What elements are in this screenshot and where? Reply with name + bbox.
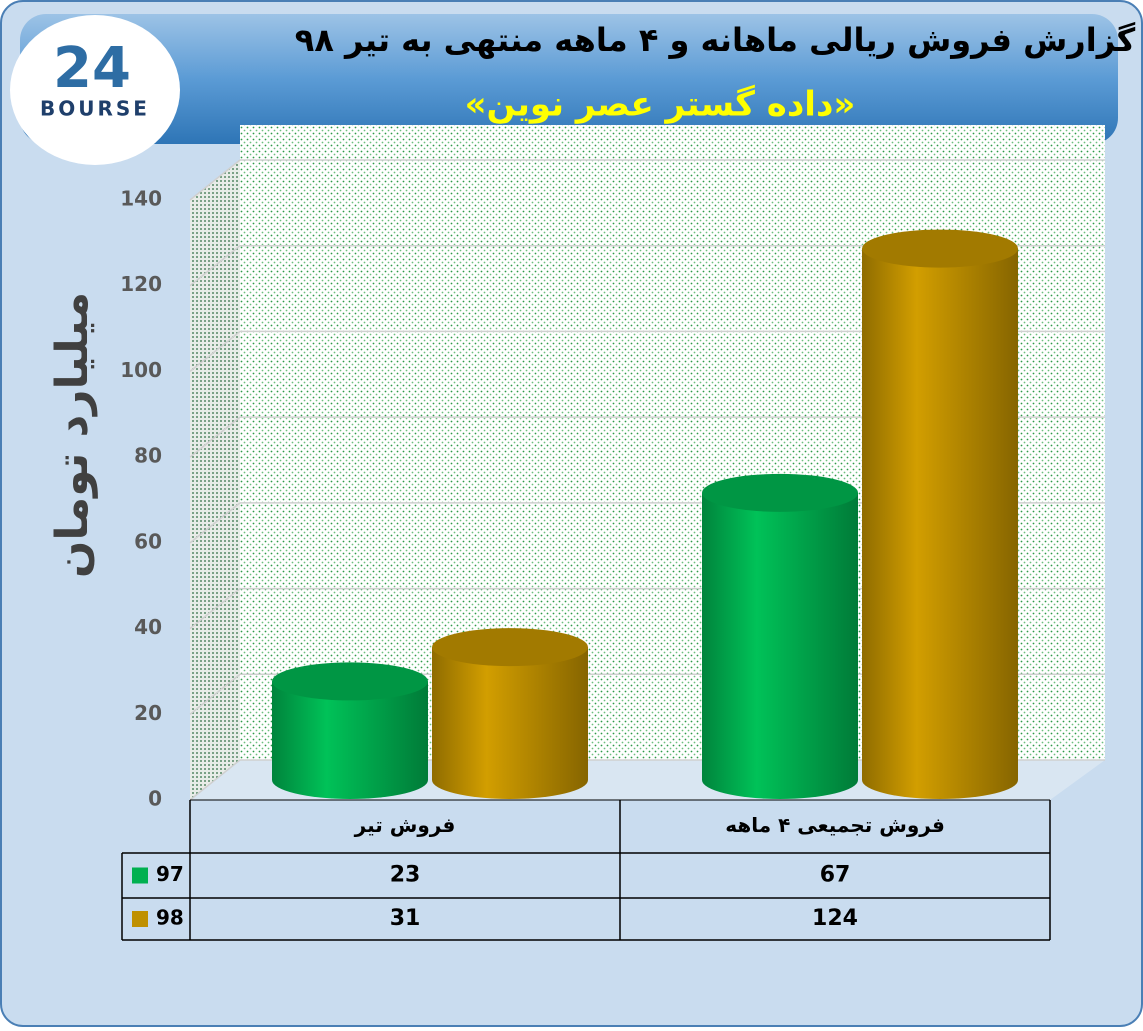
y-tick-label: 120: [120, 272, 162, 296]
table-value: 124: [812, 906, 858, 931]
grid-line-side: [189, 673, 241, 715]
logo-number: 24: [53, 36, 131, 101]
logo-name: BOURSE: [40, 97, 150, 121]
legend-swatch: [132, 867, 148, 884]
chart-title: گزارش فروش ریالی ماهانه و ۴ ماهه منتهی ب…: [295, 21, 1136, 59]
bar: [272, 662, 428, 799]
y-tick-label: 20: [134, 701, 162, 725]
y-tick-label: 40: [134, 615, 162, 639]
bar: [702, 473, 858, 799]
bar-body: [862, 248, 1018, 781]
bar-body: [432, 647, 588, 780]
legend-label: 97: [156, 862, 184, 886]
x-tick-label: فروش تجمیعی ۴ ماهه: [725, 813, 945, 837]
y-tick-label: 140: [120, 187, 162, 211]
y-tick-label: 0: [148, 787, 162, 811]
logo-circle: [10, 15, 180, 165]
legend-swatch: [132, 911, 148, 927]
bar-body: [702, 492, 858, 780]
table-value: 67: [820, 863, 851, 888]
side-wall: [190, 160, 240, 800]
legend-label: 98: [156, 906, 184, 930]
bar-top: [432, 628, 588, 667]
grid-line-side: [189, 416, 241, 458]
table-value: 31: [390, 906, 421, 931]
grid-line-side: [189, 159, 241, 201]
grid-line-side: [189, 245, 241, 287]
bar: [862, 229, 1018, 799]
y-axis-label: میلیارد تومان: [47, 292, 98, 578]
grid-line-side: [189, 502, 241, 544]
bar: [432, 628, 588, 799]
title-banner: [20, 14, 1118, 144]
y-tick-label: 80: [134, 444, 162, 468]
y-tick-label: 100: [120, 358, 162, 382]
bar-top: [272, 662, 428, 701]
grid-line-side: [189, 330, 241, 373]
table-value: 23: [390, 863, 421, 888]
x-tick-label: فروش تیر: [354, 813, 456, 837]
bar-top: [702, 473, 858, 512]
bar-top: [862, 229, 1018, 268]
chart-subtitle: «داده گستر عصر نوین»: [465, 85, 856, 125]
grid-line-side: [189, 587, 241, 630]
y-tick-label: 60: [134, 529, 162, 553]
grid-line-side: [189, 759, 241, 801]
